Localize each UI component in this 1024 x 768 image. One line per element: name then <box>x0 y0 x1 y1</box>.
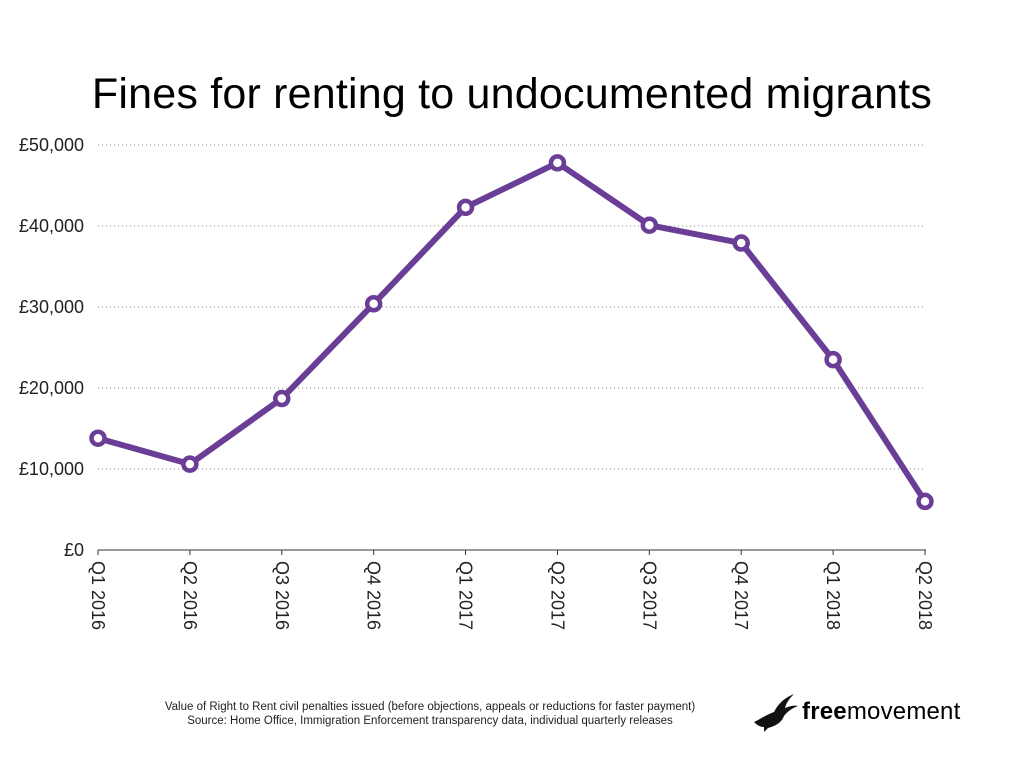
x-tick-label: Q4 2016 <box>364 561 384 630</box>
y-tick-label: £50,000 <box>19 135 84 155</box>
logo-wordmark: freemovement <box>802 698 960 726</box>
x-tick-label: Q3 2017 <box>639 561 659 630</box>
y-tick-label: £0 <box>64 540 84 560</box>
bird-icon <box>754 694 798 732</box>
x-tick-label: Q1 2018 <box>823 561 843 630</box>
series-line <box>95 159 928 505</box>
chart-title: Fines for renting to undocumented migran… <box>91 70 933 118</box>
freemovement-logo: freemovement <box>752 690 960 734</box>
data-point <box>732 234 750 252</box>
y-tick-label: £20,000 <box>19 378 84 398</box>
logo-word-movement: movement <box>846 698 961 725</box>
footnote-line-2: Source: Home Office, Immigration Enforce… <box>187 715 673 727</box>
y-tick-label: £10,000 <box>19 459 84 479</box>
x-tick-label: Q2 2016 <box>180 561 200 630</box>
data-point <box>273 389 291 408</box>
data-point <box>640 216 659 234</box>
footnote: Value of Right to Rent civil penalties i… <box>130 700 730 728</box>
x-tick-label: Q3 2016 <box>272 561 292 630</box>
data-point <box>824 350 842 369</box>
y-tick-label: £30,000 <box>19 297 84 317</box>
data-point <box>364 295 383 313</box>
gridlines <box>98 144 925 470</box>
x-axis <box>97 549 926 555</box>
footnote-line-1: Value of Right to Rent civil penalties i… <box>164 701 696 713</box>
x-tick-label: Q1 2016 <box>88 561 108 630</box>
data-point <box>89 429 107 447</box>
y-axis-labels: £0 £10,000 £20,000 £30,000 £40,000 £50,000 <box>19 135 84 560</box>
x-tick-label: Q4 2017 <box>731 561 751 630</box>
x-axis-labels: Q1 2016 Q2 2016 Q3 2016 Q4 2016 Q1 2017 Q2 20… <box>88 561 935 630</box>
series <box>89 154 934 511</box>
data-point <box>456 198 475 217</box>
data-point <box>916 492 934 511</box>
x-tick-label: Q2 2017 <box>547 561 567 630</box>
logo-word-free: free <box>802 698 847 725</box>
data-point <box>548 154 567 172</box>
data-point <box>181 455 199 473</box>
x-tick-label: Q1 2017 <box>456 561 476 630</box>
x-tick-label: Q2 2018 <box>915 561 935 630</box>
y-tick-label: £40,000 <box>19 216 84 236</box>
